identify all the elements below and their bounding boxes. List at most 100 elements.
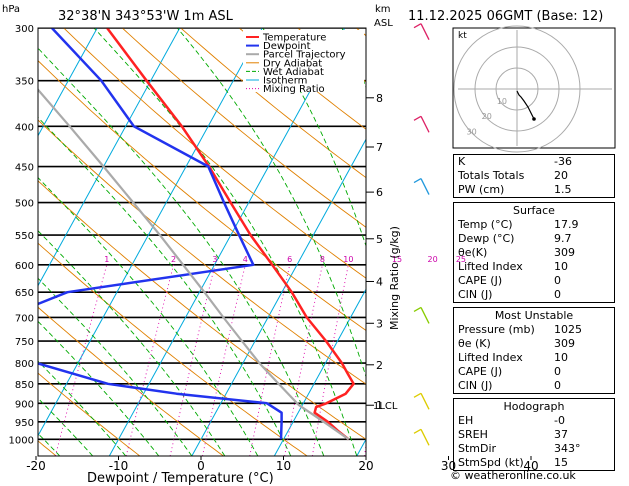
- wet-adiabat-line: [38, 176, 259, 456]
- wet-adiabat-line: [262, 28, 366, 248]
- wet-adiabat-line: [38, 397, 94, 456]
- surface-row-label: Lifted Index: [458, 260, 523, 273]
- km-tick-label: 2: [376, 359, 383, 372]
- pressure-tick-label: 900: [15, 399, 34, 410]
- most-unstable-row: CIN (J) 0: [454, 379, 614, 393]
- mixing-ratio-label: 2: [171, 255, 176, 264]
- mixing-ratio-line: [202, 264, 246, 456]
- index-k-value: -36: [554, 155, 572, 168]
- most-unstable-row-value: 1025: [554, 323, 582, 336]
- dry-adiabat-line: [38, 372, 141, 456]
- mixing-ratio-axis-title: Mixing Ratio (g/kg): [388, 226, 401, 330]
- index-panel: K -36 Totals Totals 20 PW (cm) 1.5 Surface …: [453, 154, 615, 475]
- dry-adiabat-line: [38, 119, 366, 385]
- hodograph-box-row-label: StmDir: [458, 442, 497, 455]
- km-unit-label: km: [375, 4, 391, 15]
- index-k-label: K: [458, 155, 466, 168]
- hodograph-box-row: SREH 37: [454, 428, 614, 442]
- index-totals-value: 20: [554, 169, 568, 182]
- hodograph-box-row: EH -0: [454, 414, 614, 428]
- temperature-line: [106, 28, 355, 441]
- mixing-ratio-line: [169, 264, 216, 456]
- wind-barb-flag: [413, 178, 422, 184]
- index-pw: PW (cm) 1.5: [454, 183, 614, 197]
- pressure-tick-label: 750: [15, 337, 34, 348]
- isotherm-line: [273, 288, 366, 456]
- wind-barb-flag: [413, 392, 422, 398]
- index-pw-value: 1.5: [554, 183, 572, 196]
- most-unstable-box: Most Unstable Pressure (mb) 1025 θe (K) 309…: [453, 307, 615, 394]
- mixing-ratio-label: 15: [392, 255, 402, 264]
- mixing-ratio-line: [403, 265, 433, 456]
- pressure-tick-label: 700: [15, 313, 34, 324]
- wind-barb: [420, 23, 430, 40]
- surface-row-value: 0: [554, 274, 561, 287]
- hodograph-box-row-label: StmSpd (kt): [458, 456, 524, 469]
- mixing-ratio-label: 3: [212, 255, 217, 264]
- x-tick-label: -20: [26, 459, 46, 473]
- wind-barb: [420, 307, 430, 324]
- x-tick-label: 20: [358, 459, 373, 473]
- index-totals-label: Totals Totals: [458, 169, 525, 182]
- dry-adiabat-line: [121, 28, 366, 228]
- surface-row-label: Dewp (°C): [458, 232, 515, 245]
- pressure-tick-label: 300: [15, 24, 34, 35]
- hodograph-box-row-label: EH: [458, 414, 474, 427]
- hodograph-ring-label: 20: [482, 112, 492, 121]
- wind-barb: [420, 429, 430, 446]
- most-unstable-row-label: θe (K): [458, 337, 491, 350]
- pressure-tick-label: 600: [15, 261, 34, 272]
- wind-barb: [420, 393, 430, 410]
- hodograph-box-row-value: 15: [554, 456, 568, 469]
- surface-row: Lifted Index 10: [454, 260, 614, 274]
- pressure-tick-label: 650: [15, 288, 34, 299]
- wind-barb: [420, 178, 430, 195]
- hodograph-box-row: StmDir 343°: [454, 442, 614, 456]
- hodograph-box-row-value: 37: [554, 428, 568, 441]
- asl-unit-label: ASL: [374, 18, 393, 29]
- legend-entry: Temperature: [262, 33, 326, 44]
- most-unstable-row-value: 0: [554, 365, 561, 378]
- surface-row: CAPE (J) 0: [454, 274, 614, 288]
- km-tick-label: 8: [376, 92, 383, 105]
- hodograph-ring-label: 30: [467, 127, 477, 136]
- footer-credit[interactable]: © weatheronline.co.uk: [450, 469, 576, 482]
- hodograph-end-point: [532, 117, 536, 121]
- location-title: 32°38'N 343°53'W 1m ASL: [58, 9, 234, 24]
- surface-row: Dewp (°C) 9.7: [454, 232, 614, 246]
- hodograph-box-title: Hodograph: [503, 400, 565, 413]
- most-unstable-row-label: Lifted Index: [458, 351, 523, 364]
- wind-barb-flag: [413, 428, 422, 434]
- wind-barb-flag: [413, 23, 422, 29]
- isotherm-line: [38, 28, 98, 137]
- wet-adiabat-line: [93, 28, 358, 456]
- pressure-tick-label: 350: [15, 77, 34, 88]
- mixing-ratio-label: 1: [104, 255, 109, 264]
- km-tick-label: 4: [376, 275, 383, 288]
- wet-adiabat-line: [38, 320, 160, 456]
- pressure-tick-label: 1000: [9, 435, 34, 446]
- parcel-trajectory-line: [38, 87, 350, 441]
- mixing-ratio-line: [125, 264, 175, 456]
- wet-adiabat-line: [38, 116, 292, 456]
- hodograph-box-row-value: -0: [554, 414, 565, 427]
- mixing-ratio-label: 6: [287, 255, 292, 264]
- hodograph-unit: kt: [458, 31, 467, 41]
- most-unstable-row-value: 0: [554, 379, 561, 392]
- x-tick-label: 30: [441, 459, 456, 473]
- pressure-tick-label: 850: [15, 380, 34, 391]
- mixing-ratio-label: 25: [456, 255, 466, 264]
- legend-entry: Parcel Trajectory: [263, 50, 346, 61]
- surface-row-label: CAPE (J): [458, 274, 503, 287]
- plot-frame: [37, 27, 367, 457]
- surface-row: Temp (°C) 17.9: [454, 218, 614, 232]
- most-unstable-row: CAPE (J) 0: [454, 365, 614, 379]
- most-unstable-row: Lifted Index 10: [454, 351, 614, 365]
- hodograph-frame: [452, 27, 616, 149]
- isotherm-line: [0, 28, 15, 456]
- km-tick-label: 5: [376, 233, 383, 246]
- pressure-tick-label: 450: [15, 163, 34, 174]
- most-unstable-title: Most Unstable: [494, 309, 574, 322]
- wet-adiabat-line: [38, 230, 226, 456]
